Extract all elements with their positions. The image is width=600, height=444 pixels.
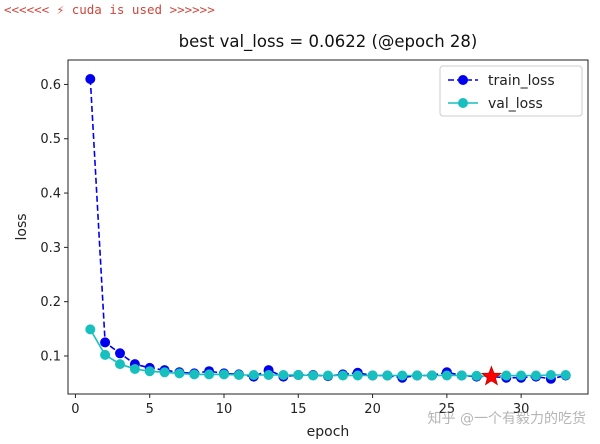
point-val-loss [516, 370, 527, 381]
y-tick-label: 0.2 [40, 295, 61, 310]
point-val-loss [100, 349, 111, 360]
point-val-loss [204, 369, 215, 380]
point-val-loss [233, 370, 244, 380]
x-tick-label: 5 [146, 402, 154, 417]
point-val-loss [248, 370, 259, 380]
point-val-loss [397, 370, 408, 381]
point-val-loss [531, 370, 541, 381]
y-axis-label: loss [14, 213, 30, 240]
point-val-loss [293, 370, 304, 380]
point-val-loss [456, 370, 467, 381]
series-line-train-loss [89, 78, 566, 380]
point-val-loss [323, 370, 333, 381]
y-tick-label: 0.1 [40, 349, 61, 364]
x-tick-label: 30 [513, 402, 530, 417]
point-val-loss [560, 370, 571, 380]
point-val-loss [278, 370, 289, 380]
legend-marker [458, 98, 468, 108]
plot-area [67, 59, 589, 395]
watermark-text: 知乎 @一个有毅力的吃货 [427, 411, 586, 427]
point-val-loss [545, 370, 556, 380]
point-val-loss [144, 366, 155, 377]
chart-title: best val_loss = 0.0622 (@epoch 28) [179, 32, 478, 52]
point-val-loss [427, 370, 437, 381]
console-log-line: <<<<<< ⚡ cuda is used >>>>>> [4, 2, 215, 17]
point-val-loss [412, 370, 423, 381]
point-val-loss [263, 370, 274, 380]
y-tick-label: 0.6 [40, 78, 61, 93]
best-epoch-star-icon [480, 365, 502, 386]
y-tick-label: 0.3 [40, 241, 61, 256]
axis-ticks: 0 5 10 15 20 25 30 0.1 0.2 0.3 0.4 0.5 0.6 [40, 78, 529, 417]
y-tick-label: 0.5 [40, 132, 61, 147]
point-val-loss [174, 368, 185, 379]
x-tick-label: 25 [439, 402, 456, 417]
point-val-loss [129, 364, 140, 374]
y-tick-label: 0.4 [40, 187, 61, 202]
point-val-loss [219, 369, 229, 380]
point-val-loss [352, 370, 363, 381]
legend-label-val-loss: val_loss [488, 96, 543, 112]
x-axis-label: epoch [307, 424, 350, 440]
legend: train_loss val_loss [439, 65, 583, 117]
point-val-loss [337, 370, 348, 381]
x-tick-label: 15 [290, 402, 307, 417]
series-layer [85, 74, 571, 386]
point-val-loss [85, 324, 96, 335]
point-val-loss [441, 370, 452, 381]
point-val-loss [367, 370, 378, 381]
point-val-loss [382, 370, 393, 381]
point-train-loss [100, 337, 111, 348]
point-val-loss [115, 359, 125, 370]
point-train-loss [115, 348, 125, 359]
legend-marker [458, 75, 468, 85]
point-val-loss [159, 367, 170, 378]
point-train-loss [85, 74, 96, 84]
legend-label-train-loss: train_loss [488, 73, 555, 89]
x-tick-label: 10 [216, 402, 233, 417]
x-tick-label: 0 [71, 402, 79, 417]
point-val-loss [501, 370, 512, 381]
x-tick-label: 20 [364, 402, 381, 417]
point-val-loss [308, 370, 319, 381]
point-val-loss [471, 370, 482, 381]
point-val-loss [189, 369, 200, 380]
